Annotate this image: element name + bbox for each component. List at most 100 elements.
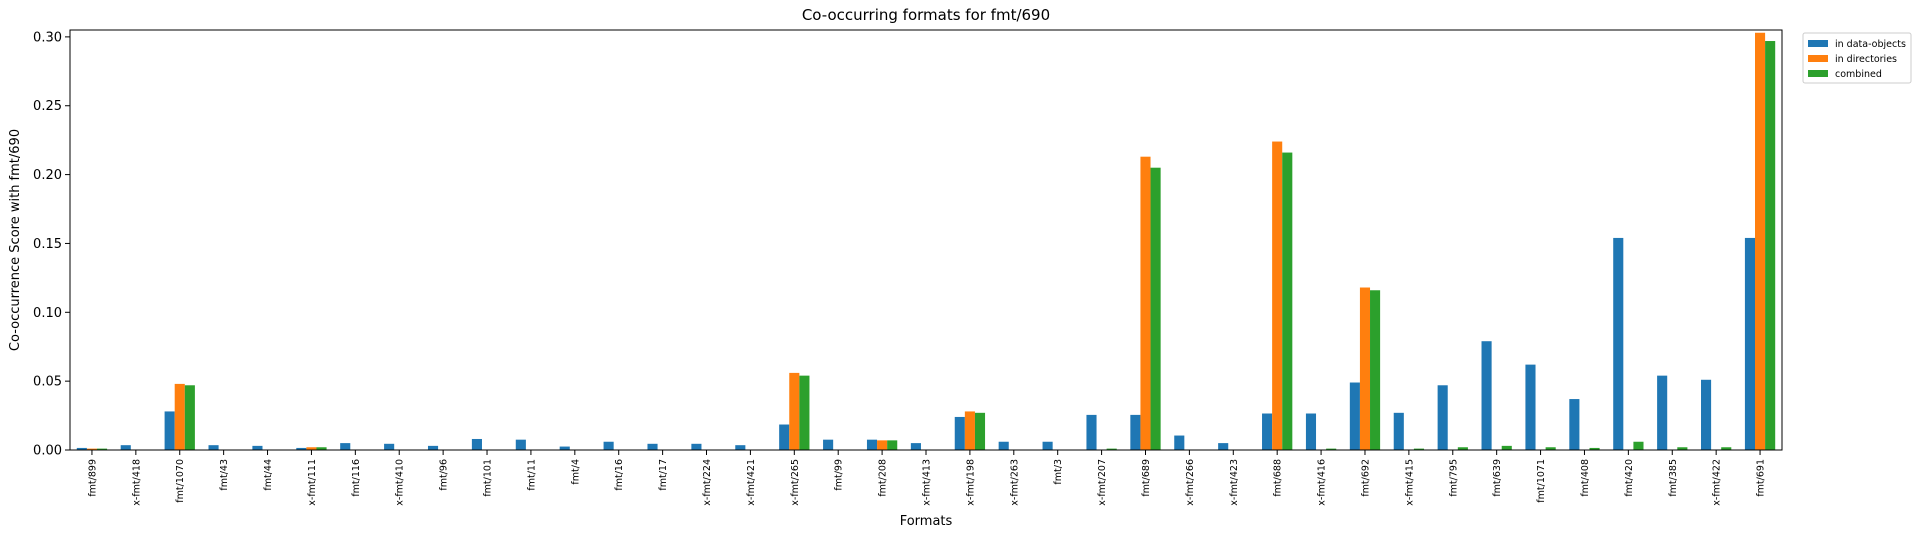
x-tick-label: fmt/689 (1141, 459, 1152, 497)
bar (306, 447, 317, 450)
x-tick-label: fmt/16 (614, 459, 625, 491)
bar (1174, 435, 1185, 450)
bar (1457, 447, 1468, 450)
bar (1326, 448, 1337, 450)
bar (1545, 447, 1556, 450)
bar (1437, 385, 1448, 450)
bar (603, 441, 614, 450)
bar (910, 443, 921, 450)
bar (1282, 152, 1293, 450)
x-tick-label: fmt/408 (1580, 459, 1591, 497)
bar (252, 445, 263, 450)
bar (1086, 414, 1097, 450)
x-tick-label: x-fmt/111 (307, 459, 318, 506)
x-tick-label: fmt/11 (526, 459, 537, 491)
bar (964, 411, 975, 450)
bar (1140, 156, 1151, 450)
bar (1359, 287, 1371, 450)
bar (1413, 448, 1425, 450)
x-tick-label: fmt/688 (1273, 459, 1284, 497)
x-tick-label: x-fmt/413 (922, 459, 933, 506)
legend-swatch (1808, 70, 1828, 77)
x-tick-label: fmt/208 (878, 459, 889, 497)
y-tick-label: 0.15 (33, 237, 62, 252)
bar (1744, 237, 1756, 450)
x-tick-label: fmt/96 (439, 459, 450, 491)
bar (174, 383, 185, 450)
bar (427, 445, 439, 450)
bar (887, 440, 898, 450)
bar (1755, 32, 1766, 450)
bar (823, 439, 834, 450)
legend-swatch (1808, 55, 1828, 62)
bar (296, 447, 307, 450)
y-tick-label: 0.05 (33, 375, 62, 390)
x-tick-label: x-fmt/198 (965, 459, 976, 506)
bar (515, 439, 526, 450)
bar (76, 447, 87, 450)
bar (1272, 141, 1283, 451)
bar (559, 446, 570, 450)
x-tick-label: x-fmt/421 (746, 459, 757, 506)
bar (1130, 414, 1141, 450)
x-tick-label: x-fmt/207 (1097, 459, 1108, 506)
x-tick-label: x-fmt/422 (1712, 459, 1723, 506)
bar (877, 440, 888, 450)
x-tick-label: fmt/899 (87, 459, 98, 497)
x-tick-label: fmt/101 (483, 459, 494, 497)
bar (1150, 167, 1161, 450)
legend-swatch (1808, 40, 1828, 47)
legend-box (1802, 32, 1912, 84)
x-tick-label: fmt/1071 (1536, 459, 1547, 503)
legend-label: in directories (1835, 54, 1897, 65)
y-tick-label: 0.30 (33, 30, 62, 45)
bar (1481, 341, 1492, 450)
legend-label: in data-objects (1835, 39, 1906, 50)
bar (998, 441, 1009, 450)
bar (866, 439, 878, 450)
x-tick-label: fmt/43 (219, 459, 230, 491)
bar (1349, 382, 1360, 450)
bar (691, 443, 702, 450)
chart-title: Co-occurring formats for fmt/690 (802, 6, 1050, 24)
x-tick-label: x-fmt/415 (1404, 459, 1415, 506)
bar (1305, 413, 1317, 450)
x-tick-label: x-fmt/263 (1009, 459, 1020, 506)
y-tick-label: 0.10 (33, 306, 62, 321)
bar (779, 424, 790, 450)
x-tick-label: x-fmt/224 (702, 459, 713, 506)
bar (1262, 413, 1273, 450)
x-tick-label: x-fmt/423 (1229, 459, 1240, 506)
x-tick-label: x-fmt/416 (1317, 459, 1328, 506)
bar (1613, 237, 1624, 450)
bar (1370, 290, 1381, 450)
bar (1106, 448, 1117, 450)
bar (97, 448, 108, 450)
bar (184, 385, 195, 450)
bar (735, 445, 746, 450)
bar (120, 445, 131, 450)
y-tick-label: 0.25 (33, 99, 62, 114)
bar (954, 416, 965, 450)
bar (1633, 441, 1644, 450)
x-tick-label: fmt/99 (834, 459, 845, 491)
bar (1721, 447, 1732, 450)
x-tick-label: fmt/3 (1053, 459, 1064, 485)
bar (1569, 399, 1580, 450)
bar (1677, 447, 1688, 450)
y-tick-label: 0.00 (33, 444, 62, 459)
bar (974, 412, 986, 450)
bar (1701, 379, 1712, 450)
bar (1589, 447, 1600, 450)
x-tick-label: fmt/691 (1756, 459, 1767, 497)
x-tick-label: fmt/17 (658, 459, 669, 491)
bar (647, 443, 658, 450)
bar (799, 375, 810, 450)
bar (208, 445, 219, 450)
y-axis-label: Co-occurrence Score with fmt/690 (8, 129, 23, 351)
x-tick-label: fmt/116 (351, 459, 362, 497)
x-tick-label: fmt/795 (1448, 459, 1459, 497)
bar (1393, 412, 1404, 450)
x-tick-label: x-fmt/265 (790, 459, 801, 506)
